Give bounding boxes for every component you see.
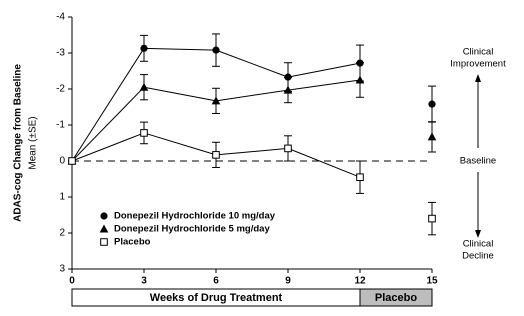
legend-marker (100, 212, 108, 220)
marker (212, 151, 220, 159)
marker (428, 100, 436, 108)
arrowhead (475, 230, 481, 238)
phase-label: Placebo (375, 292, 417, 304)
x-tick-label: 12 (354, 276, 366, 287)
marker (211, 96, 221, 105)
marker (283, 85, 293, 94)
y-tick-label: -2 (56, 84, 65, 95)
series-segment (143, 47, 217, 51)
annotation: Improvement (450, 59, 506, 70)
legend-label: Donepezil Hydrochloride 5 mg/day (114, 224, 270, 235)
series-segment (287, 62, 361, 78)
marker (356, 173, 364, 181)
marker (212, 46, 220, 54)
series-segment (71, 132, 145, 162)
series-segment (143, 86, 217, 102)
series-segment (71, 86, 145, 162)
x-tick-label: 9 (285, 276, 291, 287)
series-segment (287, 79, 361, 91)
series-segment (143, 132, 217, 156)
series-segment (71, 48, 145, 162)
series-segment (215, 89, 289, 102)
legend-marker (100, 238, 108, 246)
annotation: Clinical (463, 239, 494, 250)
x-tick-label: 3 (141, 276, 147, 287)
series-segment (287, 147, 361, 178)
y-tick-label: 3 (59, 264, 65, 275)
annotation: Baseline (460, 156, 496, 167)
y-tick-label: 2 (59, 228, 65, 239)
arrowhead (475, 74, 481, 82)
marker (140, 44, 148, 52)
annotation: Clinical (463, 47, 494, 58)
marker (284, 144, 292, 153)
series-segment (215, 49, 289, 78)
legend-marker (99, 224, 109, 233)
y-tick-label: -3 (56, 48, 65, 59)
marker (427, 132, 437, 141)
marker (68, 157, 76, 165)
phase-label: Weeks of Drug Treatment (150, 292, 283, 304)
phase-bar (359, 288, 433, 307)
y-tick-label: -1 (56, 120, 65, 131)
x-tick-label: 0 (69, 276, 75, 287)
legend-label: Donepezil Hydrochloride 10 mg/day (114, 211, 276, 222)
legend-label: Placebo (114, 237, 151, 248)
y-axis-title: ADAS-cog Change from Baseline (13, 64, 24, 222)
annotation: Decline (462, 251, 494, 262)
y-axis-subtitle: Mean (±SE) (28, 116, 39, 169)
marker (355, 75, 365, 84)
marker (140, 129, 148, 137)
marker (428, 214, 436, 223)
series-segment (215, 147, 289, 156)
marker (139, 82, 149, 91)
x-tick-label: 15 (426, 276, 438, 287)
y-tick-label: 1 (59, 192, 65, 203)
x-tick-label: 6 (213, 276, 219, 287)
y-tick-label: -4 (56, 12, 65, 23)
y-tick-label: 0 (59, 156, 65, 167)
